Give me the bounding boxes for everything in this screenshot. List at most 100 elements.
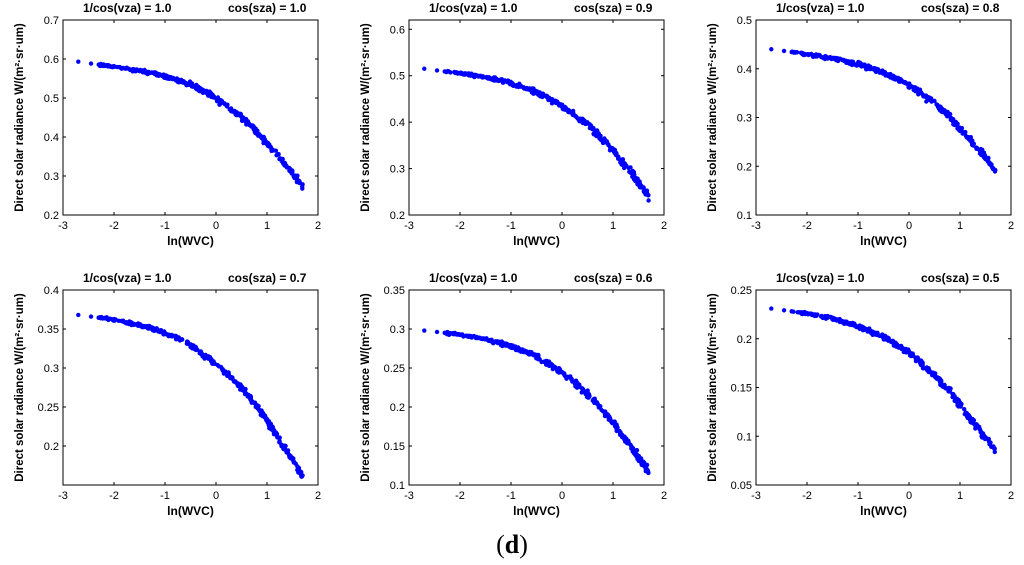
- data-point: [586, 395, 591, 400]
- data-point: [495, 340, 500, 346]
- data-point: [989, 444, 994, 449]
- data-point: [794, 50, 799, 55]
- data-point: [434, 68, 440, 73]
- data-point: [519, 84, 524, 89]
- data-point: [547, 95, 552, 101]
- data-point: [243, 390, 248, 395]
- data-point: [162, 74, 167, 79]
- data-point: [981, 433, 986, 438]
- y-tick-label: 0.6: [390, 24, 405, 36]
- data-point: [509, 345, 514, 350]
- plot-frame: [755, 289, 1012, 486]
- y-tick-label: 0.2: [44, 441, 59, 453]
- data-point: [601, 137, 607, 143]
- data-point: [645, 469, 651, 474]
- data-point: [627, 169, 632, 174]
- x-tick-label: -1: [506, 220, 516, 232]
- data-point: [296, 467, 301, 472]
- y-tick-label: 0.35: [384, 285, 405, 297]
- data-point: [527, 86, 532, 91]
- title-vza: 1/cos(vza) = 1.0: [429, 271, 518, 285]
- y-tick-label: 0.2: [390, 402, 405, 414]
- data-point: [971, 143, 976, 148]
- data-point: [769, 306, 774, 311]
- data-point: [99, 315, 105, 321]
- data-point: [550, 98, 556, 103]
- data-point: [422, 66, 427, 71]
- y-tick-label: 0.1: [737, 210, 752, 222]
- data-point: [874, 331, 879, 337]
- data-point: [284, 164, 289, 169]
- data-point: [567, 375, 572, 380]
- data-point: [188, 342, 194, 348]
- data-point: [476, 74, 481, 79]
- x-tick-label: -1: [160, 220, 170, 232]
- data-point: [866, 326, 871, 332]
- y-axis-label: Direct solar radiance W/(m²·sr·um): [360, 23, 372, 212]
- data-point: [583, 121, 588, 127]
- title-sza: cos(sza) = 0.9: [574, 1, 653, 15]
- data-point: [885, 337, 890, 342]
- data-point: [265, 142, 270, 147]
- y-tick-label: 0.2: [44, 210, 59, 222]
- x-tick-label: 0: [213, 220, 219, 232]
- data-point: [525, 350, 530, 356]
- data-point: [466, 334, 471, 339]
- x-tick-label: -3: [404, 490, 414, 502]
- title-sza: cos(sza) = 0.6: [574, 271, 653, 285]
- data-point: [230, 376, 235, 382]
- data-point: [455, 70, 460, 76]
- y-tick-label: 0.7: [44, 15, 59, 27]
- data-point: [300, 182, 305, 187]
- data-point: [616, 428, 621, 433]
- data-point: [978, 146, 983, 152]
- data-point: [500, 343, 505, 349]
- data-point: [539, 359, 544, 365]
- caption-letter: d: [504, 530, 520, 559]
- plot-frame: [62, 19, 319, 216]
- plot-frame: [755, 19, 1012, 216]
- data-point: [937, 380, 943, 385]
- data-point: [469, 71, 474, 76]
- data-point: [891, 343, 897, 348]
- x-tick-label: 1: [610, 490, 616, 502]
- data-point: [971, 418, 977, 423]
- data-point: [124, 65, 129, 70]
- scatter-points: [76, 59, 305, 191]
- x-axis-label: ln(WVC): [513, 234, 560, 248]
- title-sza: cos(sza) = 0.7: [228, 271, 307, 285]
- data-point: [575, 116, 581, 121]
- data-point: [140, 70, 146, 75]
- plot-frame: [62, 289, 319, 486]
- caption-close: ): [519, 530, 528, 559]
- x-tick-label: -3: [751, 220, 761, 232]
- data-point: [908, 84, 913, 90]
- data-point: [630, 446, 635, 451]
- data-point: [962, 407, 967, 412]
- data-point: [974, 145, 980, 151]
- data-point: [914, 88, 919, 93]
- title-sza: cos(sza) = 0.8: [921, 1, 1000, 15]
- y-tick-label: 0.25: [38, 402, 59, 414]
- data-point: [152, 328, 157, 333]
- y-tick-label: 0.15: [384, 441, 405, 453]
- plot-frame: [408, 289, 665, 486]
- data-point: [955, 400, 961, 405]
- data-point: [907, 353, 913, 358]
- y-tick-label: 0.3: [390, 324, 405, 336]
- data-point: [596, 133, 601, 138]
- data-point: [253, 130, 258, 136]
- data-point: [230, 109, 236, 114]
- x-tick-label: 1: [957, 220, 963, 232]
- data-point: [133, 69, 138, 74]
- data-point: [240, 387, 245, 392]
- data-point: [873, 68, 878, 73]
- data-point: [434, 329, 440, 335]
- data-point: [991, 166, 996, 172]
- data-point: [276, 152, 281, 157]
- data-point: [481, 75, 486, 80]
- x-tick-label: 0: [213, 490, 219, 502]
- data-point: [789, 309, 794, 314]
- data-point: [955, 126, 960, 131]
- data-point: [974, 425, 979, 430]
